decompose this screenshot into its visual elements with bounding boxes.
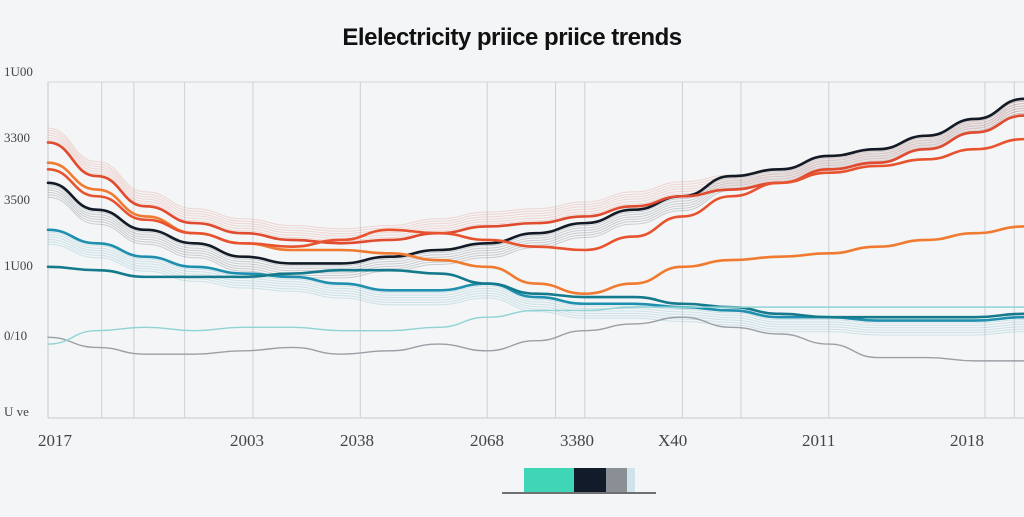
y-tick-label: 1U00 — [4, 258, 33, 273]
x-tick-label: 2018 — [950, 431, 984, 450]
y-tick-label: 1U00 — [4, 64, 33, 79]
x-tick-label: 3380 — [560, 431, 594, 450]
series-line-red — [46, 114, 1024, 245]
x-tick-label: 2017 — [38, 431, 73, 450]
y-tick-label: 0/10 — [4, 328, 27, 343]
series-band — [47, 110, 1024, 276]
legend-swatch — [606, 468, 627, 492]
series-band — [47, 100, 1024, 267]
series-band — [47, 234, 1024, 326]
series-line-orange-red — [46, 137, 1024, 252]
y-tick-label: 3300 — [4, 130, 30, 145]
x-tick-label: 2011 — [802, 431, 835, 450]
legend-swatch — [574, 468, 606, 492]
series-line-gray — [47, 316, 1024, 362]
series-band — [47, 243, 1024, 336]
series-band — [47, 112, 1024, 242]
x-tick-label: 2003 — [230, 431, 264, 450]
series-band — [47, 241, 1024, 334]
chart-title: Elelectricity priice priice trends — [342, 24, 682, 51]
y-tick-label: U ve — [4, 404, 29, 419]
series-line-black — [46, 97, 1024, 265]
series-line-light-teal — [47, 306, 1024, 345]
series-line-teal — [46, 228, 1024, 322]
y-tick-label: 3500 — [4, 192, 30, 207]
series-band — [47, 110, 1024, 239]
x-tick-label: 2068 — [470, 431, 504, 450]
series-band — [47, 105, 1024, 272]
series-band — [47, 107, 1024, 237]
x-tick-label: 2038 — [340, 431, 374, 450]
series-band — [47, 231, 1024, 324]
series-band — [47, 105, 1024, 235]
series-band — [47, 103, 1024, 232]
x-tick-label: X40 — [658, 431, 687, 450]
legend-swatch — [524, 468, 574, 492]
legend-swatch — [627, 468, 635, 492]
series-band — [47, 107, 1024, 274]
series-band — [47, 103, 1024, 269]
series-line-dark-teal — [46, 265, 1024, 319]
series-band — [47, 236, 1024, 329]
